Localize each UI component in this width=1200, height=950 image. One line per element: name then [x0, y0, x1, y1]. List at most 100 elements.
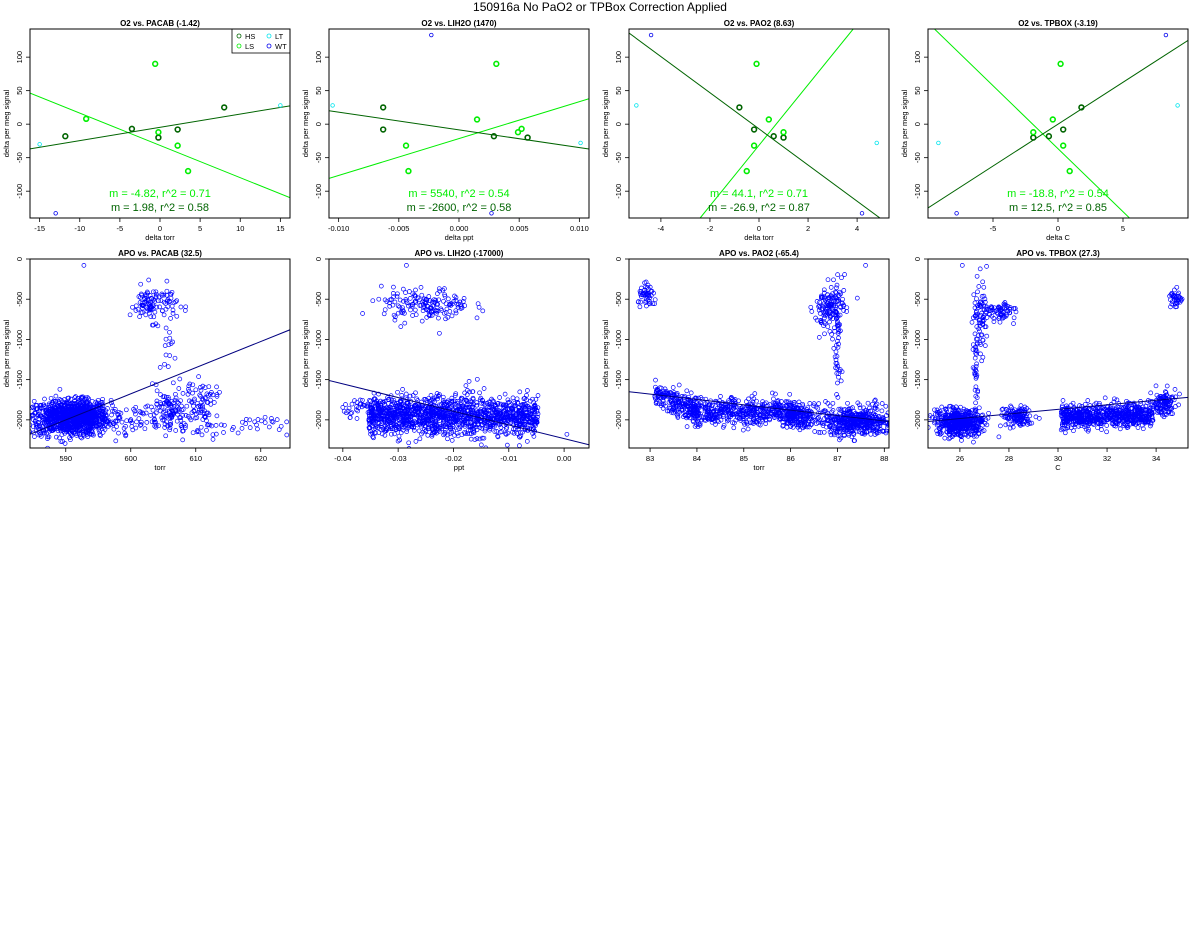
chart-panel-6: APO vs. LIH2O (-17000) -0.04 -0.03 -0.02 -0.… — [301, 249, 590, 472]
legend: HS LT LS WT — [231, 28, 291, 54]
plot-frame — [328, 28, 590, 219]
y-tick-label: 100 — [15, 51, 24, 64]
x-tick-label: -0.04 — [334, 454, 351, 463]
data-point-hs — [128, 125, 136, 133]
data-point-hs — [490, 133, 498, 140]
y-tick-label: 0 — [15, 122, 24, 126]
figure-title: 150916a No PaO2 or TPBox Correction Appl… — [473, 0, 727, 14]
x-tick-label: 4 — [855, 224, 859, 233]
legend-label: LS — [245, 42, 254, 51]
y-axis-label: delta per meg signal — [2, 89, 11, 157]
x-axis-label: delta torr — [145, 233, 175, 242]
data-point-ls — [151, 60, 159, 68]
y-axis-label: delta per meg signal — [601, 319, 610, 387]
x-tick-label: 590 — [59, 454, 72, 463]
x-tick-label: 86 — [786, 454, 794, 463]
plot-frame — [328, 258, 590, 449]
data-point-hs — [1059, 126, 1067, 133]
y-axis-label: delta per meg signal — [2, 319, 11, 387]
x-tick-label: 0.010 — [570, 224, 589, 233]
data-point-ls — [1066, 167, 1073, 175]
legend-marker-wt — [266, 43, 272, 49]
data-point-wt — [53, 211, 58, 216]
y-tick-label: -100 — [913, 184, 922, 199]
chart-panel-3: O2 vs. PAO2 (8.63) -4 -2 0 2 4 -100 -50 0 50 100 de… — [601, 19, 890, 242]
fit-annotation-ls: m = -4.82, r^2 = 0.71 — [109, 188, 211, 200]
data-point-hs — [1030, 134, 1037, 141]
data-point-lt — [634, 103, 639, 108]
y-tick-label: -1000 — [913, 330, 922, 349]
y-axis-label: delta per meg signal — [301, 89, 310, 157]
y-tick-label: 50 — [15, 86, 24, 94]
y-tick-label: -2000 — [913, 410, 922, 429]
plot-frame — [927, 258, 1189, 449]
y-tick-label: 0 — [614, 122, 623, 126]
x-tick-label: 620 — [254, 454, 267, 463]
data-point-lt — [278, 103, 283, 108]
x-tick-label: 15 — [276, 224, 284, 233]
fit-annotation-ls: m = 44.1, r^2 = 0.71 — [710, 188, 808, 200]
legend-label: LT — [275, 32, 284, 41]
data-point-hs — [174, 126, 181, 133]
plot-frame — [29, 28, 291, 219]
data-point-ls — [1030, 129, 1037, 136]
data-point-ls — [765, 116, 773, 123]
legend-label: WT — [275, 42, 287, 51]
y-axis-label: delta per meg signal — [900, 319, 909, 387]
y-tick-label: -500 — [614, 292, 623, 307]
fit-line-hs — [629, 32, 881, 218]
chart-title: O2 vs. PACAB (-1.42) — [120, 19, 200, 28]
fit-annotation-hs: m = -26.9, r^2 = 0.87 — [708, 202, 810, 214]
chart-panel-2: O2 vs. LIH2O (1470) -0.010 -0.005 0.000 0.00… — [301, 19, 590, 242]
x-tick-label: -0.03 — [390, 454, 407, 463]
fit-line-hs — [329, 110, 589, 150]
y-axis-label: delta per meg signal — [900, 89, 909, 157]
x-tick-label: 0 — [757, 224, 761, 233]
data-point-ls — [750, 142, 758, 149]
chart-title: APO vs. PACAB (32.5) — [118, 249, 202, 258]
chart-title: APO vs. LIH2O (-17000) — [415, 249, 504, 258]
x-tick-label: 32 — [1103, 454, 1111, 463]
y-tick-label: -1000 — [314, 330, 323, 349]
fit-annotation-ls: m = 5540, r^2 = 0.54 — [408, 188, 509, 200]
data-point-ls — [1049, 116, 1057, 123]
data-point-ls — [82, 115, 90, 123]
y-tick-label: 100 — [314, 51, 323, 64]
data-point-ls — [184, 167, 192, 175]
y-tick-label: 0 — [15, 257, 24, 261]
y-tick-label: 0 — [913, 122, 922, 126]
legend-marker-lt — [266, 33, 272, 39]
x-tick-label: -2 — [707, 224, 714, 233]
data-point-ls — [753, 60, 760, 68]
y-tick-label: 50 — [614, 86, 623, 94]
chart-panel-4: O2 vs. TPBOX (-3.19)-5 0 5-100-50050100del… — [900, 19, 1189, 242]
y-tick-label: 100 — [913, 51, 922, 64]
data-point-hs — [62, 133, 69, 140]
y-axis-label: delta per meg signal — [601, 89, 610, 157]
data-point-lt — [874, 140, 879, 146]
y-tick-label: -1000 — [614, 330, 623, 349]
x-tick-label: 85 — [740, 454, 748, 463]
data-point-ls — [1059, 142, 1067, 149]
fit-line-hs — [928, 39, 1188, 209]
y-tick-label: -1500 — [614, 370, 623, 389]
data-point-ls — [402, 142, 410, 149]
x-tick-label: 30 — [1054, 454, 1062, 463]
x-tick-label: -15 — [34, 224, 45, 233]
fit-line-hs — [30, 105, 290, 150]
data-point-lt — [37, 142, 42, 147]
data-point-ls — [405, 167, 412, 175]
data-point-hs — [220, 104, 228, 111]
y-tick-label: -100 — [614, 184, 623, 199]
data-point-ls — [514, 129, 522, 136]
x-tick-label: 87 — [833, 454, 841, 463]
y-tick-label: 50 — [913, 86, 922, 94]
y-tick-label: 0 — [614, 257, 623, 261]
y-tick-label: -500 — [15, 292, 24, 307]
data-point-lt — [330, 103, 335, 108]
y-tick-label: -50 — [913, 152, 922, 163]
x-tick-label: 2 — [806, 224, 810, 233]
plot-area — [329, 32, 589, 216]
x-tick-label: 0.000 — [450, 224, 469, 233]
